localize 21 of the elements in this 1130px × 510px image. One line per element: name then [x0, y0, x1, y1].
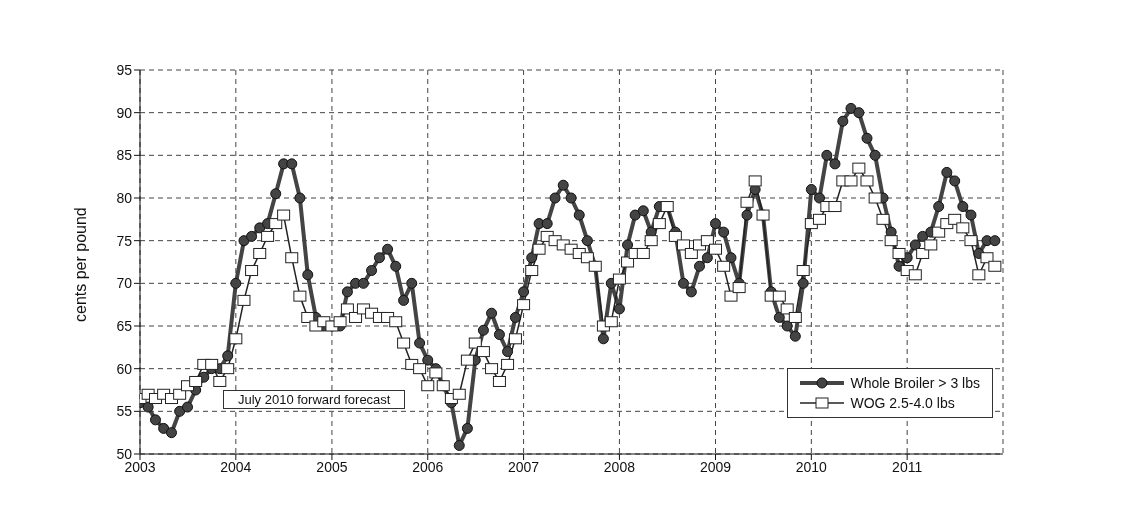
x-tick-label: 2005 [316, 458, 348, 475]
x-tick-label: 2004 [220, 458, 252, 475]
legend-label: Whole Broiler > 3 lbs [850, 375, 980, 391]
x-tick-label: 2006 [412, 458, 444, 475]
x-tick-label: 2009 [699, 458, 732, 475]
y-tick-label: 70 [116, 275, 133, 292]
x-tick-label: 2010 [795, 458, 828, 475]
legend-label: WOG 2.5-4.0 lbs [850, 395, 955, 411]
y-tick-label: 80 [116, 189, 133, 206]
y-tick-label: 65 [116, 317, 133, 334]
y-tick-label: 55 [116, 403, 133, 420]
y-tick-label: 95 [116, 61, 133, 78]
y-tick-label: 75 [116, 232, 133, 249]
x-tick-label: 2011 [892, 458, 923, 475]
y-tick-label: 85 [116, 147, 133, 164]
y-axis-title: cents per pound [71, 207, 89, 322]
x-tick-label: 2007 [508, 458, 540, 475]
y-tick-label: 60 [116, 360, 133, 377]
y-tick-label: 90 [116, 104, 133, 121]
x-tick-label: 2008 [603, 458, 636, 475]
annotation: July 2010 forward forecast [223, 390, 406, 409]
